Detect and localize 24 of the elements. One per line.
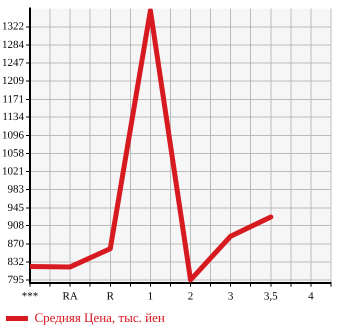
y-tick-label: 1096 <box>2 129 24 142</box>
y-tick-label: 983 <box>8 184 24 196</box>
y-tick-label: 1134 <box>2 111 24 124</box>
y-tick-label: 1171 <box>2 93 24 106</box>
y-tick-label: 945 <box>8 202 24 214</box>
y-tick-label: 795 <box>8 274 24 286</box>
x-tick-label: 4 <box>308 290 314 302</box>
legend-label: Средняя Цена, тыс. йен <box>34 310 165 325</box>
y-tick-label: 1284 <box>2 38 24 51</box>
y-tick-label: 1209 <box>2 75 24 87</box>
y-tick-label: 1058 <box>2 148 24 160</box>
x-tick-label: 3,5 <box>264 290 278 302</box>
y-tick-label: 870 <box>8 238 24 250</box>
y-tick-label: 908 <box>8 220 24 232</box>
y-tick-label: 1021 <box>2 165 24 178</box>
y-tick-label: 1247 <box>2 56 24 69</box>
x-tick-label: 1 <box>148 290 154 302</box>
y-tick-label: 1322 <box>2 20 24 33</box>
x-tick-label: RA <box>62 290 78 302</box>
x-tick-label: R <box>106 290 115 302</box>
x-tick-label: 3 <box>228 290 234 302</box>
x-tick-label: *** <box>22 290 38 302</box>
y-tick-label: 832 <box>8 256 24 268</box>
x-tick-label: 2 <box>188 290 194 302</box>
